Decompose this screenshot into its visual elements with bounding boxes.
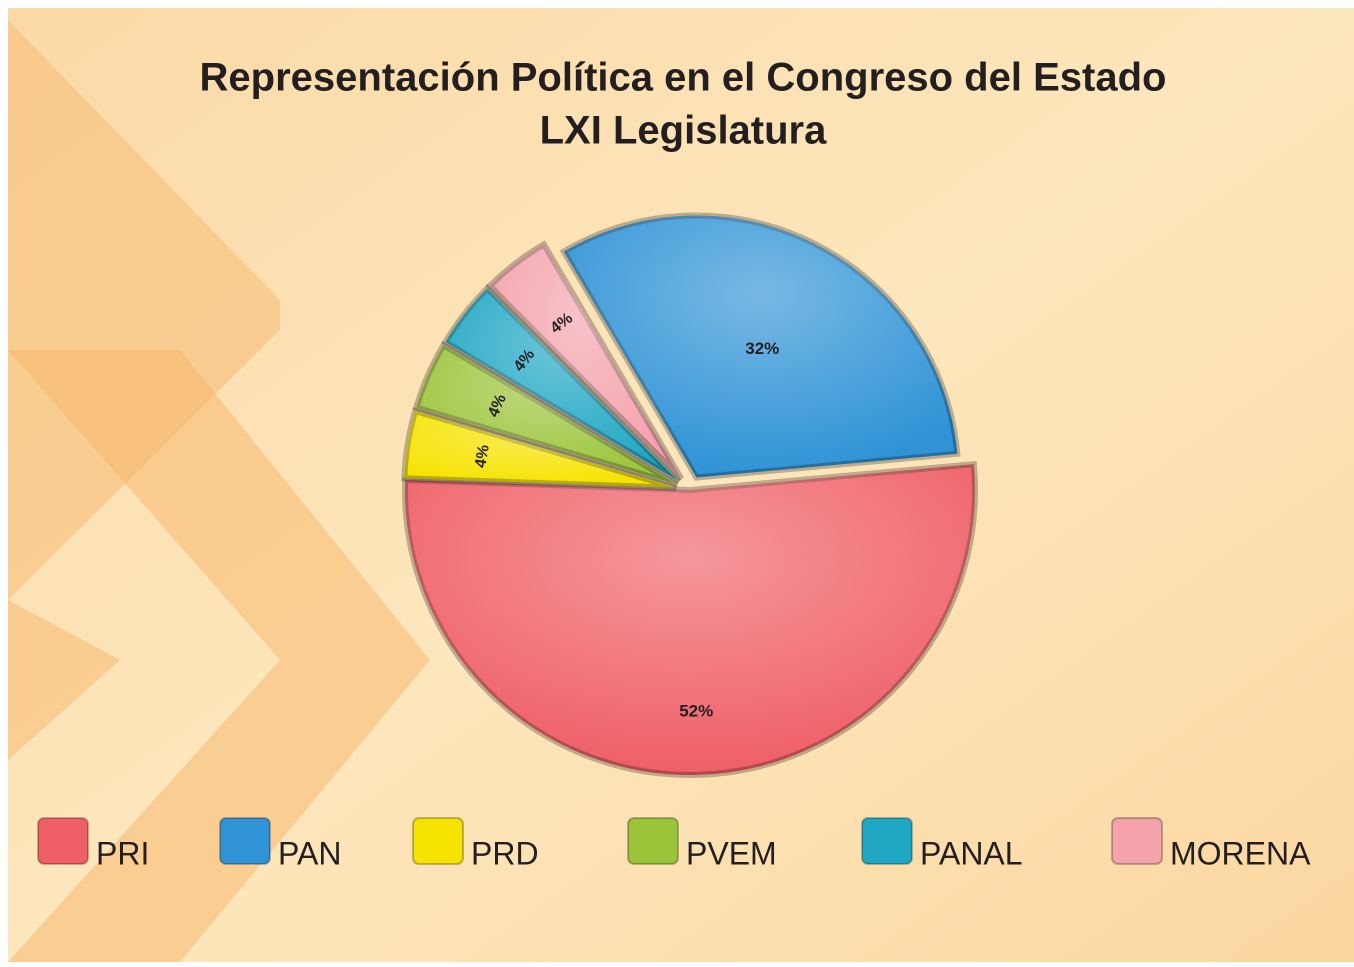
slice-shine: [404, 410, 677, 488]
legend-swatch: [37, 817, 89, 865]
legend-swatch: [861, 817, 913, 865]
chart-subtitle: LXI Legislatura: [540, 109, 827, 153]
legend-label: PANAL: [920, 835, 1023, 871]
decoration: [8, 350, 430, 962]
data-label: 52%: [679, 702, 713, 721]
slice-shine: [563, 215, 958, 478]
slice-shine: [404, 464, 975, 775]
slice-shine: [416, 345, 678, 485]
legend-label: MORENA: [1170, 835, 1311, 871]
legend-swatch: [1111, 817, 1163, 865]
decoration: [8, 20, 280, 600]
legend-label: PAN: [278, 835, 341, 871]
legend-swatch: [627, 817, 679, 865]
data-label: 32%: [745, 339, 779, 358]
slice-shine: [489, 244, 682, 479]
legend-label: PVEM: [686, 835, 777, 871]
slice-shine: [445, 288, 679, 482]
decoration: [8, 600, 120, 760]
legend-label: PRD: [471, 835, 539, 871]
legend-label: PRI: [96, 835, 149, 871]
chart-title: Representación Política en el Congreso d…: [200, 56, 1167, 100]
legend-swatch: [219, 817, 271, 865]
legend-swatch: [412, 817, 464, 865]
data-label: 4%: [472, 444, 492, 470]
